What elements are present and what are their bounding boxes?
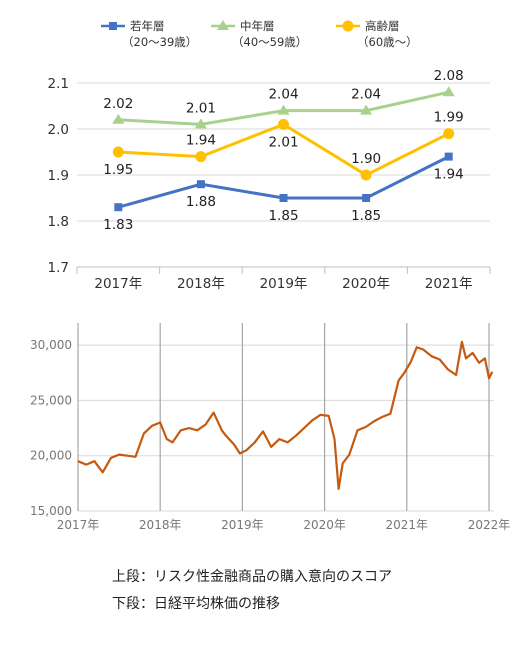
- chart1-gridlines: 1.7 1.8 1.9 2.0 2.1: [48, 76, 490, 276]
- data-point: [360, 169, 372, 181]
- chart2-ytick-label: 15,000: [30, 504, 72, 518]
- data-point: [194, 118, 207, 129]
- data-label: 1.94: [186, 133, 216, 149]
- data-point: [196, 180, 205, 189]
- data-point: [277, 104, 290, 115]
- data-point: [442, 86, 455, 97]
- chart1-data-labels: 1.83 1.88 1.85 1.85 1.94 2.02 2.01 2.04 2.04 2.08…: [103, 68, 463, 233]
- data-label: 2.04: [351, 87, 381, 103]
- chart1-ytick-label: 2.1: [48, 76, 69, 92]
- legend-label: 高齢層: [365, 19, 400, 33]
- nikkei-line: [77, 340, 494, 490]
- chart1-xtick-label: 2017年: [94, 276, 142, 292]
- chart1-ytick-label: 1.9: [48, 168, 69, 184]
- data-point: [278, 118, 289, 130]
- risk-purchase-intent-chart: 若年層（20～39歳）中年層（40～59歳）高齢層（60歳～） 1.71.81.…: [48, 19, 491, 292]
- chart2-ytick-label: 30,000: [30, 338, 72, 352]
- data-point: [360, 104, 373, 115]
- legend-label: 若年層: [130, 19, 165, 33]
- chart2-ytick-label: 20,000: [30, 449, 72, 463]
- data-point: [443, 128, 455, 140]
- data-label: 2.01: [268, 134, 298, 150]
- chart1-series: [112, 86, 455, 212]
- data-point: [195, 151, 207, 163]
- data-label: 1.94: [434, 167, 464, 183]
- chart2-series: [77, 340, 494, 490]
- legend-marker: [109, 22, 117, 30]
- chart1-xtick-label: 2018年: [177, 276, 225, 292]
- chart2-axes: 2017年 2018年 2019年 2020年 2021年 2022年: [57, 323, 511, 532]
- chart2-xtick-label: 2020年: [303, 518, 346, 532]
- caption-top: 上段：リスク性金融商品の購入意向のスコア: [112, 569, 392, 585]
- data-label: 2.04: [268, 87, 298, 103]
- data-point: [279, 194, 288, 202]
- data-label: 2.08: [434, 68, 464, 84]
- data-label: 1.83: [103, 217, 133, 233]
- data-label: 1.95: [103, 162, 133, 178]
- chart1-xtick-label: 2021年: [425, 276, 473, 292]
- data-label: 1.85: [268, 208, 298, 224]
- caption-bottom: 下段：日経平均株価の推移: [112, 596, 280, 612]
- chart2-xtick-label: 2019年: [221, 518, 264, 532]
- data-label: 1.88: [186, 194, 216, 210]
- data-label: 1.90: [351, 151, 381, 167]
- chart2-gridlines: 15,000 20,000 25,000 30,000: [30, 338, 494, 518]
- legend-marker: [342, 20, 354, 32]
- data-point: [112, 146, 124, 158]
- data-label: 1.99: [434, 110, 464, 126]
- chart1-xtick-label: 2020年: [342, 276, 390, 292]
- nikkei-average-chart: 15,000 20,000 25,000 30,000 2017年 2018年 2019年…: [30, 323, 511, 532]
- data-point: [112, 113, 125, 124]
- legend-label: 中年層: [240, 19, 275, 33]
- chart2-xtick-label: 2022年: [468, 518, 511, 532]
- legend-sublabel: （60歳～）: [357, 35, 418, 49]
- legend-sublabel: （40～59歳）: [232, 35, 307, 49]
- chart1-xtick-label: 2019年: [260, 276, 308, 292]
- chart1-ytick-label: 1.7: [48, 260, 69, 276]
- chart2-xtick-label: 2021年: [386, 518, 429, 532]
- data-label: 1.85: [351, 208, 381, 224]
- data-point: [362, 194, 371, 202]
- chart1-legend: 若年層 （20～39歳） 中年層 （40～59歳） 高齢層 （60歳～）: [101, 19, 418, 49]
- chart2-xtick-label: 2017年: [57, 518, 100, 532]
- chart1-ytick-label: 1.8: [48, 214, 69, 230]
- data-label: 2.01: [186, 100, 216, 116]
- data-label: 2.02: [103, 96, 133, 112]
- data-point: [114, 203, 123, 212]
- legend-sublabel: （20～39歳）: [122, 35, 197, 49]
- chart2-xtick-label: 2018年: [139, 518, 182, 532]
- legend-marker: [217, 20, 229, 30]
- chart2-ytick-label: 25,000: [30, 393, 72, 407]
- data-point: [444, 152, 453, 161]
- chart1-axes: 2017年 2018年 2019年 2020年 2021年: [76, 266, 491, 292]
- chart1-ytick-label: 2.0: [48, 122, 69, 138]
